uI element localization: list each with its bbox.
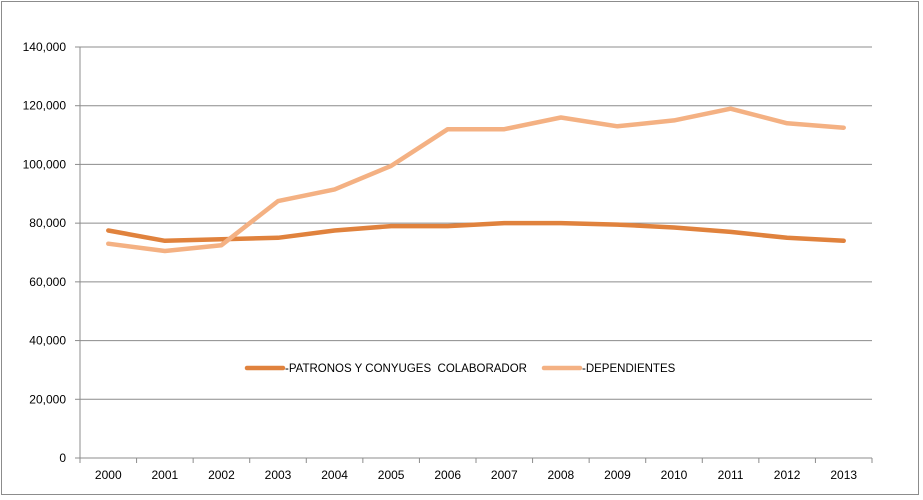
x-tick-label: 2012 [774,468,801,482]
y-tick-label: 100,000 [23,157,67,171]
x-tick-label: 2001 [152,468,179,482]
y-tick-label: 20,000 [29,392,66,406]
y-tick-label: 60,000 [29,275,66,289]
x-tick-label: 2006 [434,468,461,482]
x-axis-tick-labels: 2000 2001 2002 2003 2004 2005 2006 2007 2008 2009… [95,468,857,482]
legend-label: -DEPENDIENTES [582,363,676,375]
x-tick-label: 2011 [718,468,744,482]
x-tick-label: 2004 [321,468,348,482]
x-tick-label: 2003 [265,468,292,482]
axes [75,46,873,463]
x-tick-label: 2007 [491,468,518,482]
series-lines [106,106,846,254]
x-tick-label: 2005 [378,468,405,482]
series-line-1 [106,106,846,254]
x-tick-label: 2000 [95,468,122,482]
y-tick-label: 80,000 [29,216,66,230]
gridlines [80,46,872,400]
x-tick-label: 2010 [661,468,688,482]
series-line-0 [106,220,846,244]
x-tick-label: 2002 [208,468,235,482]
y-tick-label: 120,000 [23,99,67,113]
y-tick-label: 140,000 [23,40,67,54]
y-tick-label: 0 [59,451,66,465]
legend-label: -PATRONOS Y CONYUGES COLABORADOR [285,363,527,375]
x-tick-label: 2009 [604,468,631,482]
y-tick-label: 40,000 [29,334,66,348]
legend: -PATRONOS Y CONYUGES COLABORADOR -DEPENDI… [244,363,676,375]
x-tick-label: 2008 [548,468,575,482]
y-axis-tick-labels: 0 20,000 40,000 60,000 80,000 100,000 120,000 1… [23,40,67,465]
x-tick-label: 2013 [830,468,857,482]
